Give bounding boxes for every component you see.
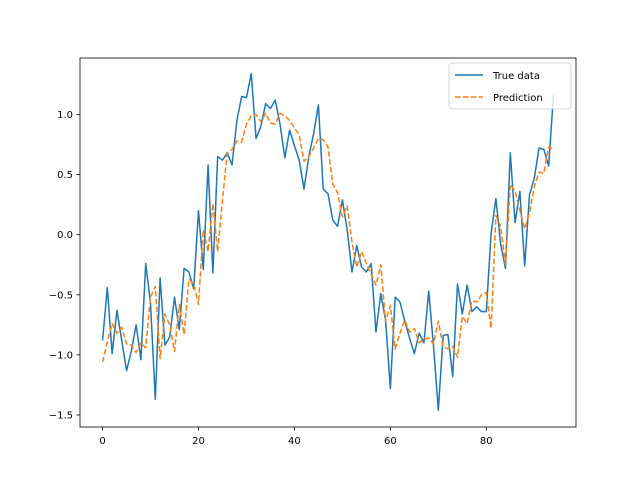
axes-frame [79, 57, 577, 428]
x-tick-label: 40 [288, 436, 301, 447]
x-tick-label: 0 [99, 436, 105, 447]
y-tick-label: −0.5 [49, 290, 73, 301]
x-tick-label: 60 [384, 436, 397, 447]
y-tick-label: 0.5 [57, 170, 73, 181]
x-tick-label: 20 [192, 436, 205, 447]
legend-label-true-data: True data [492, 71, 540, 82]
plot-area [101, 72, 555, 411]
y-tick-label: 1.0 [57, 110, 73, 121]
y-tick-label: −1.5 [49, 410, 73, 421]
x-tick-label: 80 [480, 436, 493, 447]
series-line-prediction [101, 112, 554, 363]
axes: 0 20 40 60 80 −1.5 −1.0 −0.5 0.0 0.5 1.0 [49, 57, 577, 447]
y-tick-label: −1.0 [49, 350, 73, 361]
legend: True data Prediction [448, 62, 572, 110]
legend-label-prediction: Prediction [493, 93, 543, 104]
y-tick-label: 0.0 [57, 230, 73, 241]
